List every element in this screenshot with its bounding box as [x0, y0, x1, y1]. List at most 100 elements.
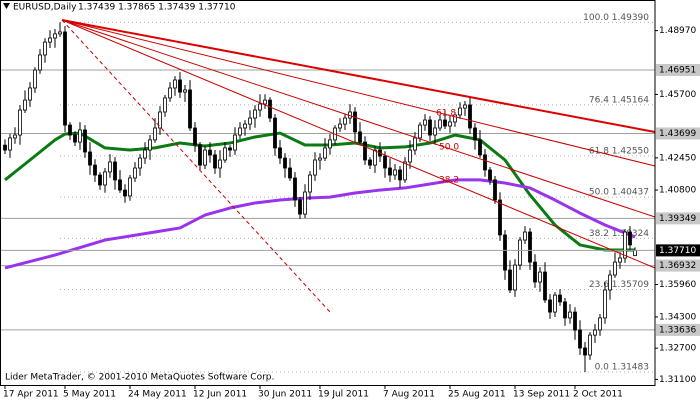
candle-body: [108, 161, 112, 173]
fan-line: [61, 19, 656, 218]
candle-body: [298, 199, 302, 215]
candle-body: [623, 231, 627, 259]
candle-body: [138, 157, 142, 169]
candle-body: [548, 299, 552, 313]
candle-body: [598, 317, 602, 331]
hline-label-box: [656, 127, 700, 140]
candle-body: [568, 311, 572, 319]
candle-body: [328, 139, 332, 149]
candle-body: [288, 167, 292, 179]
candle-body: [553, 294, 557, 313]
fibonacci-fan: 61.8 50.0 38.2: [61, 19, 656, 313]
candle-body: [88, 151, 92, 166]
hline-label-box: [656, 212, 700, 225]
candle-body: [223, 147, 227, 161]
candle-body: [608, 274, 612, 291]
candle-body: [248, 117, 252, 125]
moving-average: [4, 131, 635, 252]
candle-body: [493, 179, 497, 201]
candle-body: [458, 107, 462, 116]
y-tick-label: 1.31100: [659, 375, 696, 385]
candle-body: [208, 149, 212, 156]
candle-body: [78, 129, 82, 143]
candle-body: [353, 111, 357, 133]
candle-body: [63, 31, 67, 126]
candle-body: [48, 37, 52, 43]
candle-body: [163, 97, 167, 113]
candle-body: [243, 123, 247, 129]
candle-body: [453, 114, 457, 123]
candle-body: [373, 149, 377, 166]
candle-body: [283, 157, 287, 169]
candle-body: [8, 137, 12, 151]
candle-body: [558, 294, 562, 303]
x-tick-label: 30 Jun 2011: [258, 390, 312, 400]
candle-body: [313, 159, 317, 176]
candle-body: [43, 41, 47, 56]
candle-body: [488, 169, 492, 181]
candle-body: [303, 191, 307, 215]
candle-body: [263, 99, 267, 105]
chart-title: EURUSD,Daily: [13, 3, 77, 13]
x-tick-label: 19 Jul 2011: [318, 390, 369, 400]
candle-body: [338, 123, 342, 129]
candle-body: [523, 231, 527, 241]
candle-body: [368, 159, 372, 166]
candle-body: [33, 69, 37, 89]
candle-body: [183, 89, 187, 93]
candle-body: [268, 99, 272, 119]
candle-body: [188, 89, 192, 129]
header-icon: [3, 3, 10, 9]
fan-line: [61, 19, 331, 313]
candle-body: [513, 264, 517, 291]
candle-body: [343, 117, 347, 125]
candle-body: [628, 231, 632, 246]
candle-body: [528, 231, 532, 263]
moving-average: [4, 178, 636, 270]
candle-body: [143, 149, 147, 159]
x-tick-label: 5 May 2011: [63, 390, 116, 400]
candle-body: [388, 167, 392, 176]
fan-line: [61, 19, 656, 269]
hline-label: 1.33636: [659, 325, 696, 335]
hline-label: 1.46951: [659, 66, 696, 76]
y-tick-label: 1.40800: [659, 186, 696, 196]
candle-body: [233, 134, 237, 151]
candle-body: [323, 147, 327, 159]
candle-body: [428, 119, 432, 136]
candle-body: [73, 134, 77, 143]
y-tick-label: 1.32700: [659, 344, 696, 354]
candle-body: [23, 99, 27, 111]
candle-body: [498, 199, 502, 236]
candle-body: [13, 134, 17, 139]
candle-body: [193, 127, 197, 146]
candle-body: [543, 271, 547, 301]
fan-label: 50.0: [439, 143, 459, 153]
candle-body: [238, 127, 242, 136]
candle-body: [18, 109, 22, 136]
candle-body: [198, 144, 202, 166]
fib-label: 100.0 1.49390: [583, 13, 649, 23]
fib-label: 0.0 1.31483: [595, 362, 649, 372]
candle-body: [273, 117, 277, 149]
candle-body: [438, 119, 442, 129]
candle-body: [423, 119, 427, 126]
x-tick-label: 25 Aug 2011: [448, 390, 506, 400]
candle-body: [433, 127, 437, 136]
x-tick-label: 17 Apr 2011: [3, 390, 59, 400]
fan-line: [61, 19, 656, 167]
candle-body: [83, 129, 87, 153]
candle-body: [218, 159, 222, 169]
candle-body: [483, 154, 487, 171]
fib-label: 38.2 1.38324: [589, 229, 649, 239]
candle-body: [603, 289, 607, 319]
candle-body: [593, 329, 597, 336]
x-tick-label: 2 Oct 2011: [573, 390, 623, 400]
candle-body: [278, 147, 282, 159]
candle-body: [508, 269, 512, 291]
candle-body: [503, 234, 507, 271]
hline-label: 1.43699: [659, 129, 696, 139]
y-tick-label: 1.35960: [659, 280, 696, 290]
candle-body: [358, 131, 362, 143]
candle-body: [533, 261, 537, 283]
